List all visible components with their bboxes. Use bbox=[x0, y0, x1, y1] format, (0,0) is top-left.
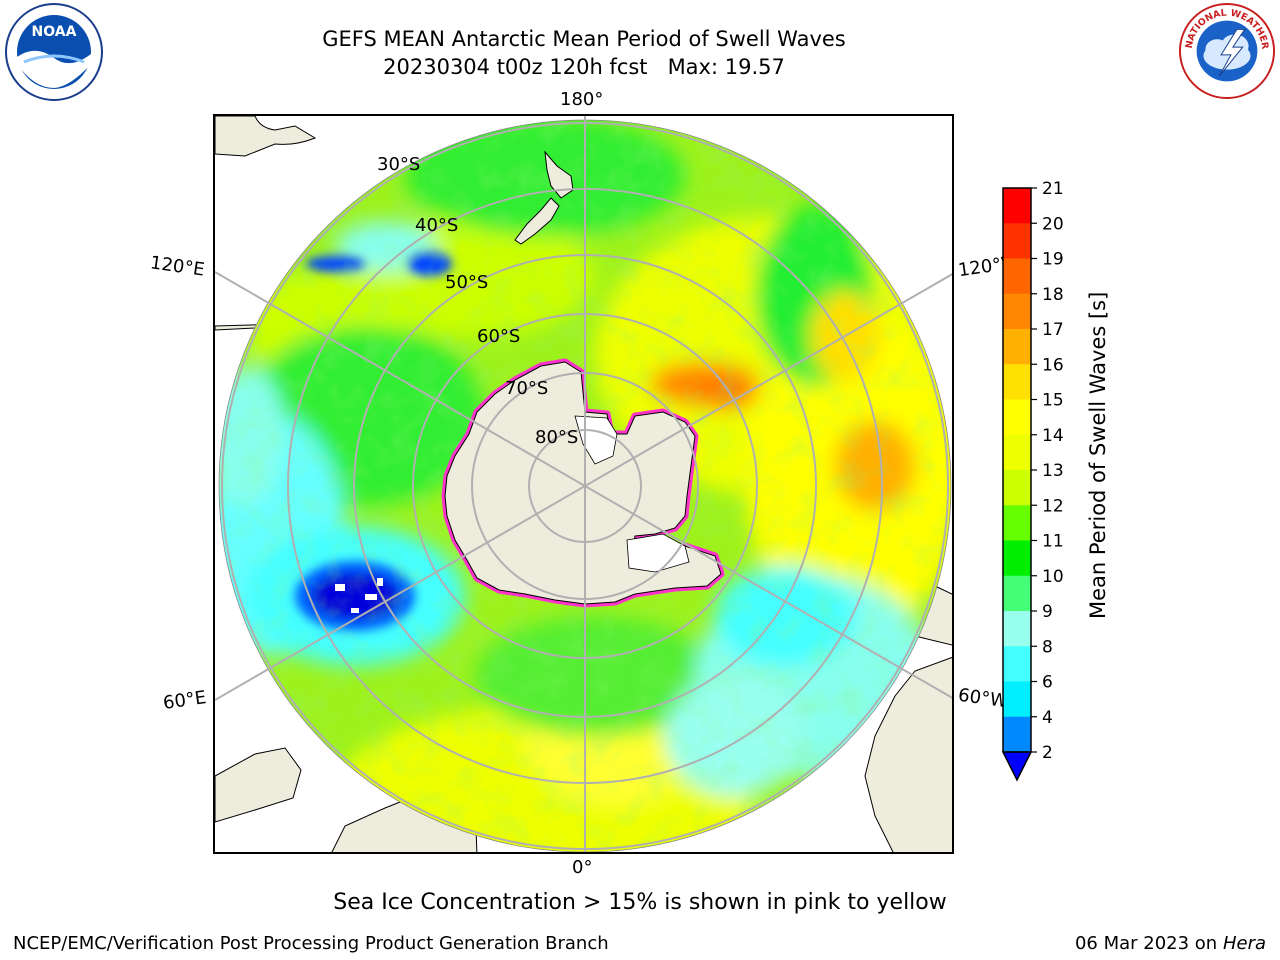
colorbar-swatch bbox=[1003, 399, 1031, 436]
colorbar-swatch bbox=[1003, 258, 1031, 295]
colorbar-swatch bbox=[1003, 575, 1031, 612]
lon-label-left-upper: 120°E bbox=[148, 252, 206, 281]
polar-map: 30°S 40°S 50°S 60°S 70°S 80°S bbox=[213, 114, 954, 854]
colorbar-tick-label: 15 bbox=[1042, 391, 1064, 411]
colorbar-tick-label: 6 bbox=[1042, 673, 1053, 693]
colorbar-swatch bbox=[1003, 505, 1031, 541]
colorbar-swatch bbox=[1003, 540, 1031, 577]
colorbar-tick-label: 21 bbox=[1042, 180, 1064, 199]
colorbar-tick-label: 20 bbox=[1042, 214, 1064, 234]
noaa-logo-text: NOAA bbox=[32, 24, 77, 40]
colorbar-tick-label: 10 bbox=[1042, 567, 1064, 587]
chart-subtitle: 20230304 t00z 120h fcst Max: 19.57 bbox=[383, 55, 785, 79]
colorbar-swatch bbox=[1003, 716, 1031, 753]
colorbar-swatch bbox=[1003, 188, 1031, 224]
colorbar-extend-arrow bbox=[1001, 751, 1033, 782]
noaa-logo: NOAA bbox=[4, 2, 104, 102]
colorbar-swatch bbox=[1003, 293, 1031, 330]
colorbar-swatch bbox=[1003, 364, 1031, 400]
graticule bbox=[215, 116, 952, 852]
colorbar-swatch bbox=[1003, 681, 1031, 718]
colorbar-tick-label: 8 bbox=[1042, 637, 1053, 657]
colorbar-swatch bbox=[1003, 434, 1031, 471]
colorbar-tick-label: 12 bbox=[1042, 496, 1064, 516]
machine-name: Hera bbox=[1222, 933, 1266, 954]
colorbar-tick-label: 18 bbox=[1042, 285, 1064, 305]
chart-title: GEFS MEAN Antarctic Mean Period of Swell… bbox=[322, 27, 846, 51]
lat-label-40s: 40°S bbox=[415, 215, 458, 236]
lat-label-80s: 80°S bbox=[535, 427, 578, 448]
lon-label-top: 180° bbox=[560, 89, 604, 110]
colorbar-title: Mean Period of Swell Waves [s] bbox=[1086, 291, 1110, 619]
lat-label-60s: 60°S bbox=[477, 326, 520, 347]
colorbar-tick-label: 19 bbox=[1042, 250, 1064, 270]
colorbar-swatch bbox=[1003, 470, 1031, 506]
credit-text: NCEP/EMC/Verification Post Processing Pr… bbox=[13, 933, 609, 954]
colorbar: 21 20 19 18 17 16 15 14 13 12 11 10 9 8 6 4 2 bbox=[990, 179, 1110, 800]
antarctica bbox=[441, 358, 725, 608]
outer-land bbox=[215, 116, 952, 852]
colorbar-swatch bbox=[1003, 646, 1031, 682]
lat-label-30s: 30°S bbox=[377, 154, 420, 175]
colorbar-tick-label: 17 bbox=[1042, 320, 1064, 340]
colorbar-tick-label: 4 bbox=[1042, 708, 1053, 728]
new-zealand bbox=[514, 150, 574, 245]
date-text: 06 Mar 2023 on Hera bbox=[1075, 933, 1266, 954]
sea-ice-note: Sea Ice Concentration > 15% is shown in … bbox=[333, 890, 947, 915]
lon-label-bottom: 0° bbox=[572, 857, 593, 878]
colorbar-tick-label: 14 bbox=[1042, 426, 1064, 446]
colorbar-swatch bbox=[1003, 329, 1031, 365]
colorbar-tick-label: 9 bbox=[1042, 602, 1053, 622]
nws-logo: NATIONAL WEATHER SERVICE bbox=[1174, 0, 1276, 100]
date-value: 06 Mar 2023 on bbox=[1074, 933, 1218, 954]
lat-label-70s: 70°S bbox=[505, 378, 548, 399]
lon-label-left-lower: 60°E bbox=[161, 687, 208, 714]
colorbar-swatch bbox=[1003, 611, 1031, 647]
lat-label-50s: 50°S bbox=[445, 272, 488, 293]
colorbar-tick-label: 13 bbox=[1042, 461, 1064, 481]
colorbar-swatch bbox=[1003, 223, 1031, 259]
colorbar-tick-label: 11 bbox=[1042, 532, 1064, 552]
colorbar-tick-label: 16 bbox=[1042, 355, 1064, 375]
colorbar-tick-label: 2 bbox=[1042, 743, 1053, 763]
